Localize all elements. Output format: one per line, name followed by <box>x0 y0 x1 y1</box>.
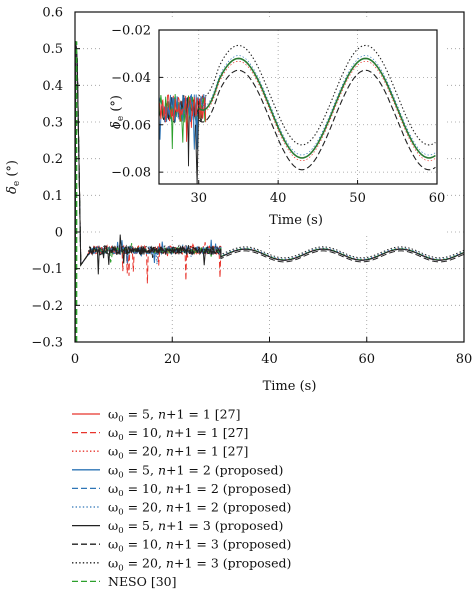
inset-series-line <box>198 57 436 159</box>
main-x-tick-label: 20 <box>164 352 181 367</box>
inset-x-tick-label: 40 <box>270 191 287 206</box>
main-x-tick-label: 80 <box>456 352 473 367</box>
inset-y-axis-label: δe (°) <box>109 95 126 129</box>
main-series-line <box>74 41 465 343</box>
main-y-tick-label: 0.4 <box>42 79 63 94</box>
inset-y-tick-label: −0.02 <box>111 24 151 39</box>
inset-series-line <box>198 44 436 146</box>
main-x-tick-label: 40 <box>261 352 278 367</box>
inset-y-tick-label: −0.08 <box>111 166 151 181</box>
main-y-tick-label: 0.5 <box>42 42 63 57</box>
inset-x-tick-label: 60 <box>429 191 446 206</box>
inset-x-tick-label: 50 <box>349 191 366 206</box>
inset-x-axis-label: Time (s) <box>269 213 323 228</box>
legend-entry-label: ω0 = 5, n+1 = 1 [27] <box>108 407 240 425</box>
legend-entry-label: NESO [30] <box>108 574 177 589</box>
main-y-tick-label: −0.3 <box>31 336 63 351</box>
main-x-axis-label: Time (s) <box>263 379 317 394</box>
legend-entry-label: ω0 = 10, n+1 = 1 [27] <box>108 425 248 443</box>
inset-plot: 30 40 50 60 −0.08 −0.06 −0.04 −0.02 Time (s) δe (… <box>101 18 445 234</box>
inset-x-tick-label: 30 <box>190 191 207 206</box>
inset-axes-frame <box>158 29 438 185</box>
inset-series-line <box>198 69 436 171</box>
main-y-tick-label: 0 <box>55 226 63 241</box>
main-y-tick-label: 0.2 <box>42 152 63 167</box>
main-x-tick-label: 0 <box>71 352 79 367</box>
main-y-tick-label: −0.2 <box>31 299 63 314</box>
legend-entry-label: ω0 = 20, n+1 = 2 (proposed) <box>108 500 291 518</box>
legend-entry-label: ω0 = 20, n+1 = 1 [27] <box>108 444 248 462</box>
main-y-tick-label: 0.1 <box>42 189 63 204</box>
inset-noise-line <box>158 94 207 142</box>
legend-entry-label: ω0 = 10, n+1 = 2 (proposed) <box>108 481 291 499</box>
legend-entry-label: ω0 = 20, n+1 = 3 (proposed) <box>108 555 291 573</box>
main-y-tick-label: −0.1 <box>31 262 63 277</box>
legend-entry-label: ω0 = 10, n+1 = 3 (proposed) <box>108 537 291 555</box>
main-series-line <box>74 41 465 343</box>
main-y-tick-label: 0.6 <box>42 6 63 21</box>
legend-entry-label: ω0 = 5, n+1 = 2 (proposed) <box>108 462 283 480</box>
inset-y-tick-label: −0.06 <box>111 118 151 133</box>
legend: ω0 = 5, n+1 = 1 [27]ω0 = 10, n+1 = 1 [27… <box>72 407 291 589</box>
inset-y-tick-label: −0.04 <box>111 71 151 86</box>
legend-entry-label: ω0 = 5, n+1 = 3 (proposed) <box>108 518 283 536</box>
main-y-axis-label: δe (°) <box>5 160 22 194</box>
main-y-tick-label: 0.3 <box>42 116 63 131</box>
main-x-tick-label: 60 <box>358 352 375 367</box>
